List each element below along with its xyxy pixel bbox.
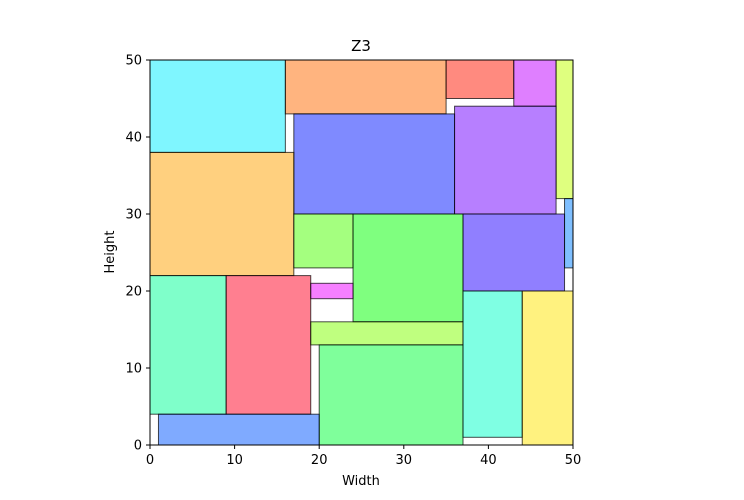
x-axis-label: Width — [342, 474, 380, 489]
y-axis-label: Height — [103, 231, 118, 274]
rectangles-layer — [149, 59, 574, 446]
plot-frame — [149, 59, 574, 446]
packed-rectangle-15 — [310, 282, 354, 300]
x-tick-label: 20 — [311, 453, 328, 468]
packed-rectangle-8 — [149, 151, 295, 277]
x-tick-label: 50 — [565, 453, 582, 468]
y-tick-label: 30 — [125, 208, 142, 223]
y-tick-label: 20 — [125, 285, 142, 300]
packed-rectangle-1 — [149, 59, 286, 153]
packed-rectangle-7 — [454, 105, 557, 215]
packed-rectangle-10 — [352, 213, 464, 323]
packed-rectangle-19 — [521, 290, 574, 446]
packed-rectangle-16 — [310, 321, 464, 346]
packed-rectangle-11 — [462, 213, 566, 292]
packed-rectangle-2 — [284, 59, 447, 115]
packed-rectangle-14 — [225, 275, 312, 415]
packed-rectangle-20 — [157, 413, 320, 446]
x-tick-label: 30 — [396, 453, 413, 468]
chart-title: Z3 — [351, 37, 371, 55]
packed-rectangle-6 — [293, 113, 456, 215]
y-tick-label: 0 — [134, 439, 142, 454]
packed-rectangle-5 — [555, 59, 574, 200]
packed-rectangle-9 — [293, 213, 354, 269]
packed-rectangle-3 — [445, 59, 515, 99]
x-axis-ticks: 0 10 20 30 40 50 — [146, 445, 581, 468]
y-tick-label: 10 — [125, 362, 142, 377]
packed-rectangle-12 — [564, 198, 574, 269]
packed-rectangle-4 — [513, 59, 557, 107]
packed-rectangle-13 — [149, 275, 227, 415]
y-tick-label: 40 — [125, 131, 142, 146]
packed-rectangle-18 — [462, 290, 523, 438]
packed-rectangle-17 — [318, 344, 464, 446]
y-axis-ticks: 0 10 20 30 40 50 — [125, 54, 150, 454]
x-tick-label: 10 — [226, 453, 243, 468]
y-tick-label: 50 — [125, 54, 142, 69]
x-tick-label: 0 — [146, 453, 154, 468]
x-tick-label: 40 — [480, 453, 497, 468]
